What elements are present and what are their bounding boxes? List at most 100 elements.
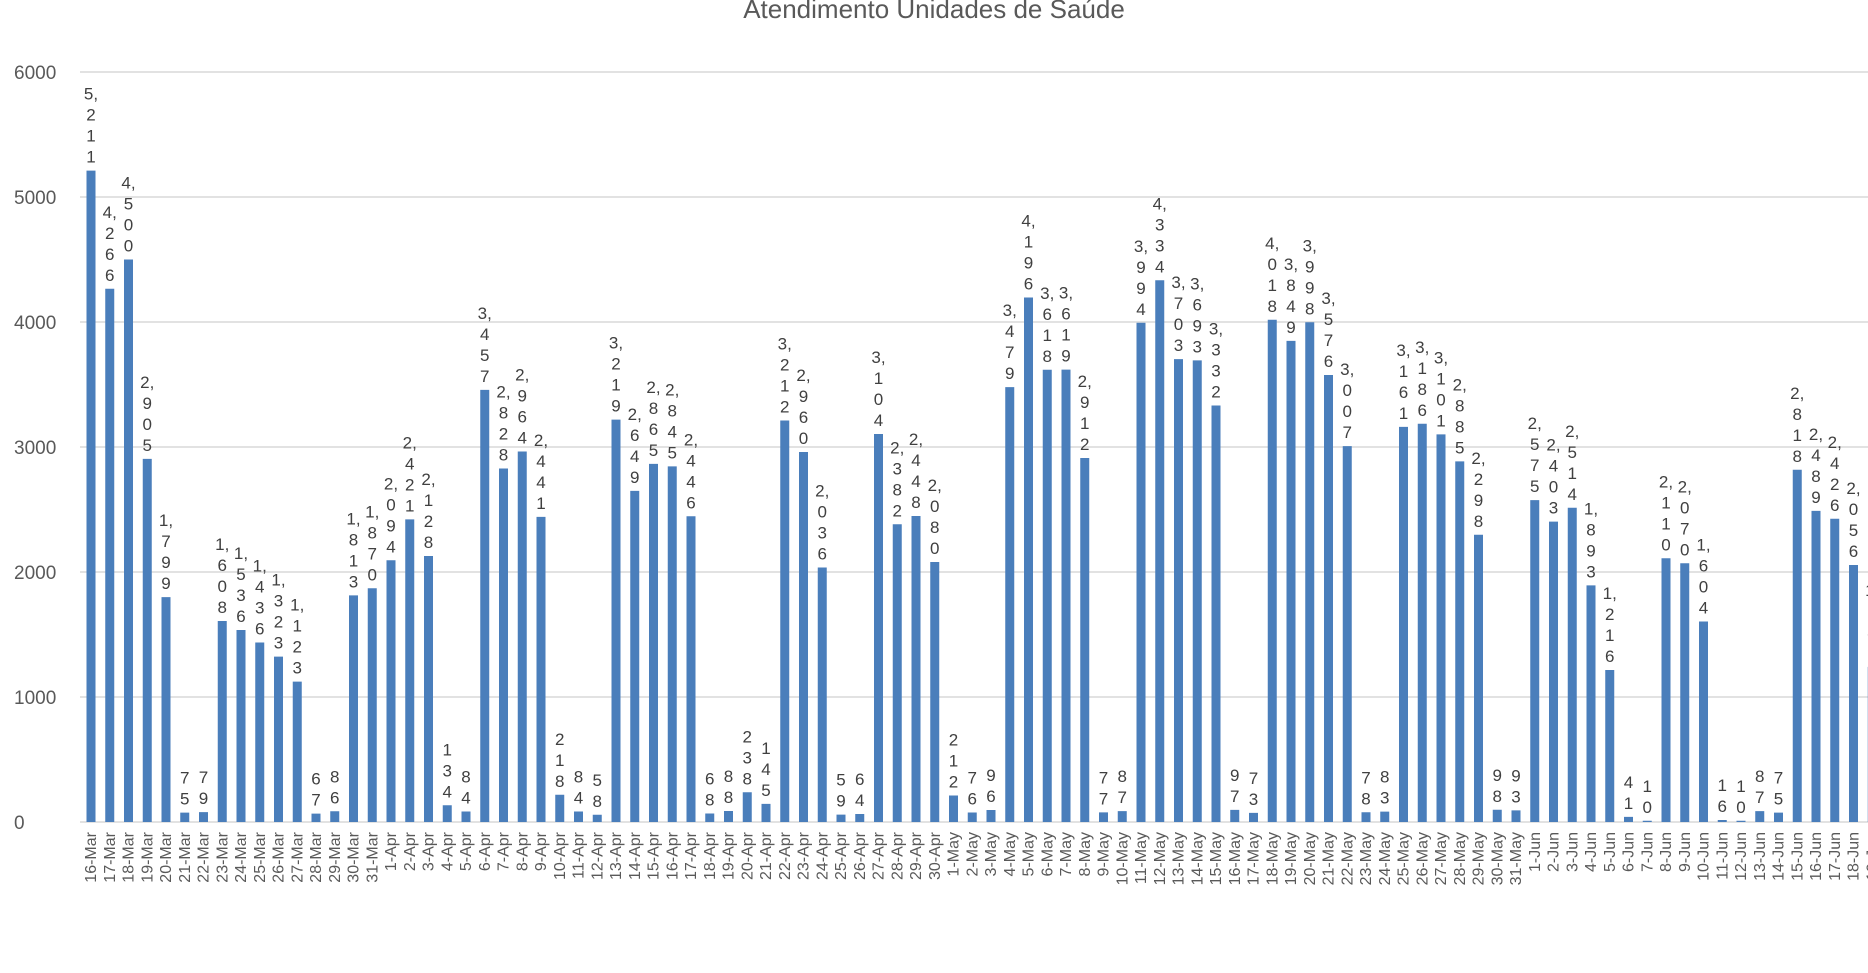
x-tick-label: 19-Jun	[1864, 832, 1868, 881]
y-tick-label: 0	[14, 813, 25, 834]
bar	[1774, 813, 1783, 822]
bar	[162, 597, 171, 822]
bar	[612, 420, 621, 822]
x-tick-label: 3-Apr	[421, 831, 438, 871]
x-tick-label: 20-Mar	[158, 831, 175, 882]
x-tick-label: 12-May	[1152, 832, 1169, 885]
x-tick-label: 6-Apr	[477, 831, 494, 871]
x-tick-label: 28-Apr	[889, 831, 906, 880]
y-tick-label: 1000	[14, 688, 56, 709]
x-tick-label: 17-Mar	[102, 831, 119, 882]
x-tick-label: 4-May	[1002, 832, 1019, 876]
bar	[1437, 434, 1446, 822]
x-tick-label: 3-Jun	[1564, 832, 1581, 872]
x-tick-label: 18-Apr	[702, 831, 719, 880]
bar	[687, 516, 696, 822]
bar	[105, 289, 114, 822]
x-tick-label: 21-Mar	[177, 831, 194, 882]
y-tick-label: 2000	[14, 563, 56, 584]
x-tick-label: 23-Apr	[796, 831, 813, 880]
x-tick-label: 15-May	[1208, 832, 1225, 885]
bar	[968, 813, 977, 823]
x-tick-label: 24-Mar	[233, 831, 250, 882]
bar	[743, 792, 752, 822]
x-tick-label: 22-May	[1339, 832, 1356, 885]
x-tick-label: 21-May	[1321, 832, 1338, 885]
y-tick-label: 4000	[14, 313, 56, 334]
bar	[537, 517, 546, 822]
bar	[368, 588, 377, 822]
x-tick-label: 7-Jun	[1639, 832, 1656, 872]
x-tick-label: 26-May	[1414, 832, 1431, 885]
x-tick-label: 27-Apr	[871, 831, 888, 880]
bar	[1643, 821, 1652, 822]
bar	[274, 657, 283, 822]
x-tick-label: 12-Apr	[589, 831, 606, 880]
x-tick-label: 14-Jun	[1771, 832, 1788, 881]
x-tick-label: 29-Apr	[908, 831, 925, 880]
bar	[1549, 522, 1558, 822]
x-tick-label: 23-Mar	[214, 831, 231, 882]
x-tick-label: 4-Jun	[1583, 832, 1600, 872]
bar	[1624, 817, 1633, 822]
bar	[593, 815, 602, 822]
bar	[462, 812, 471, 823]
x-tick-label: 27-May	[1433, 832, 1450, 885]
x-tick-label: 6-Jun	[1621, 832, 1638, 872]
x-tick-label: 2-Jun	[1546, 832, 1563, 872]
x-tick-label: 9-May	[1096, 832, 1113, 876]
bar	[293, 682, 302, 822]
bar	[1755, 811, 1764, 822]
bar	[1812, 511, 1821, 822]
bar	[724, 811, 733, 822]
x-tick-label: 12-Jun	[1733, 832, 1750, 881]
y-tick-label: 6000	[14, 63, 56, 84]
bar	[1080, 458, 1089, 822]
x-tick-label: 1-May	[946, 832, 963, 876]
bar	[1568, 508, 1577, 822]
bar	[893, 524, 902, 822]
bar	[1249, 813, 1258, 822]
bar	[218, 621, 227, 822]
bar	[1155, 280, 1164, 822]
bar	[255, 643, 264, 823]
bar	[312, 814, 321, 822]
bar	[1043, 370, 1052, 822]
bar	[930, 562, 939, 822]
bar	[1174, 359, 1183, 822]
x-tick-label: 23-May	[1358, 832, 1375, 885]
x-tick-label: 27-Mar	[289, 831, 306, 882]
bar	[874, 434, 883, 822]
bar	[1849, 565, 1858, 822]
